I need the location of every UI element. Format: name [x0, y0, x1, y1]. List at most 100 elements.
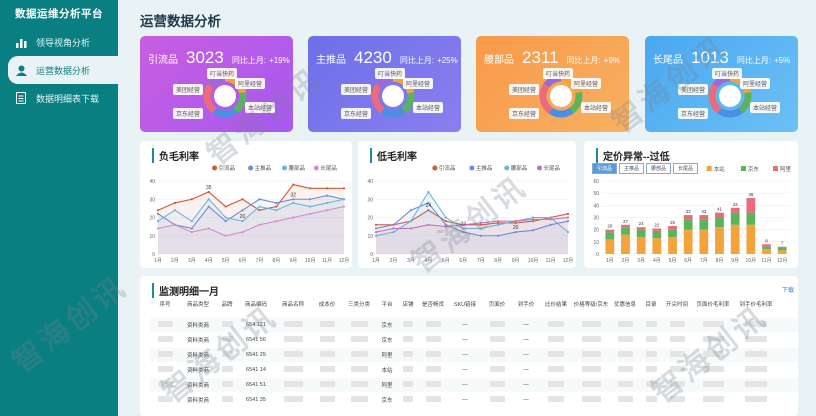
donut-label: 本站经营	[750, 102, 781, 113]
cell	[540, 381, 572, 389]
legend-marker	[469, 165, 475, 171]
cell	[692, 351, 734, 359]
cell	[274, 336, 312, 344]
cell-empty: —	[462, 382, 468, 388]
legend-marker	[706, 166, 712, 171]
redacted-cell	[403, 336, 413, 342]
redacted-cell	[669, 366, 685, 372]
cell	[540, 321, 572, 329]
table-row[interactable]: 资料类商 6541 56 京东 — —	[150, 333, 798, 347]
data-point	[241, 209, 244, 212]
sidebar-item-leader-view[interactable]: 领导视角分析	[0, 28, 118, 56]
data-point	[342, 198, 346, 201]
redacted-cell	[350, 381, 368, 387]
data-point	[497, 234, 500, 237]
sidebar-item-detail-download[interactable]: 数据明细表下载	[0, 84, 118, 112]
redacted-cell	[617, 351, 633, 357]
legend-marker	[740, 166, 746, 171]
cell-type: 资料类商	[186, 368, 209, 374]
redacted-cell	[548, 366, 564, 372]
table-row[interactable]: 资料类商 654 121 京东 — —	[150, 318, 798, 332]
cell	[692, 396, 734, 404]
data-point	[309, 187, 312, 190]
x-tick-label: 8月	[494, 258, 502, 264]
cell	[692, 336, 734, 344]
tab-waist[interactable]: 腰部品	[646, 163, 672, 174]
table-row[interactable]: 资料类商 6541 14 本站 — —	[150, 363, 798, 377]
donut-slice	[569, 91, 583, 114]
data-point	[292, 198, 295, 201]
column-header: 是否畅货	[421, 302, 444, 308]
data-point	[207, 205, 210, 208]
redacted-cell	[581, 396, 601, 402]
data-label: 20	[513, 225, 519, 231]
redacted-cell	[581, 336, 601, 342]
bar-segment	[621, 224, 630, 228]
cell	[662, 351, 692, 359]
legend-label: 阿里	[780, 165, 792, 173]
bar-segment	[777, 250, 787, 254]
bar-total-label: 7	[781, 241, 784, 246]
column-header: 到手价	[517, 302, 535, 308]
donut-label: 美团经营	[341, 84, 372, 95]
bar-segment	[652, 230, 662, 239]
table-row[interactable]: 资料类商 6541 35 京东 — —	[150, 393, 798, 407]
donut-slice	[539, 83, 553, 114]
redacted-cell	[157, 366, 173, 372]
legend-label: 引流品	[439, 164, 456, 172]
column-header: 平台	[381, 302, 393, 308]
data-point	[374, 234, 378, 237]
cell-code: 654 121	[246, 322, 266, 328]
donut-label: 叮当快药	[375, 68, 406, 79]
redacted-cell	[221, 396, 233, 402]
kpi-card-traffic[interactable]: 引流品 3023 同比上月: +19% 叮当快药 美团经营 阿里经营 本站经营 京东经营	[140, 36, 293, 132]
redacted-cell	[645, 351, 657, 357]
redacted-cell	[221, 351, 233, 357]
kpi-card-waist[interactable]: 腰部品 2311 同比上月: +9% 叮当快药 美团经营 阿里经营 本站经营 京东经营	[476, 36, 629, 132]
redacted-cell	[425, 336, 441, 342]
data-point	[325, 194, 329, 197]
data-point	[275, 205, 278, 208]
tab-longtail[interactable]: 长尾品	[673, 163, 699, 174]
kpi-card-longtail[interactable]: 长尾品 1013 同比上月: +5% 叮当快药 美团经营 阿里经营 本站经营 京东经营	[645, 36, 798, 132]
chart-title: 低毛利率	[370, 148, 417, 163]
kpi-name: 主推品	[316, 55, 346, 66]
redacted-cell	[581, 381, 601, 387]
kpi-card-main[interactable]: 主推品 4230 同比上月: +25% 叮当快药 美团经营 阿里经营 本站经营 京东经营	[308, 36, 461, 132]
tab-main[interactable]: 主推品	[619, 163, 645, 174]
sidebar-item-operation-analysis[interactable]: 运营数据分析	[8, 56, 118, 84]
data-point	[566, 216, 570, 219]
data-label: 24	[426, 203, 432, 209]
redacted-cell	[617, 381, 633, 387]
y-tick-label: 50	[593, 191, 599, 197]
data-point	[275, 209, 278, 212]
bar-segment	[746, 198, 756, 213]
redacted-cell	[745, 381, 767, 387]
y-tick-label: 10	[367, 234, 373, 240]
cell	[482, 396, 512, 404]
redacted-cell	[157, 396, 173, 402]
donut-label: 阿里经营	[740, 78, 771, 89]
redacted-cell	[350, 336, 368, 342]
cell	[662, 396, 692, 404]
x-tick-label: 12月	[777, 258, 788, 264]
column-header: 目录	[645, 302, 657, 308]
column-header: 开尖时间	[665, 302, 688, 308]
data-point	[224, 234, 227, 237]
kpi-name: 腰部品	[484, 55, 514, 66]
data-point	[325, 187, 329, 190]
table-row[interactable]: 资料类商 6541 51 阿里 — —	[150, 378, 798, 392]
redacted-cell	[403, 321, 413, 327]
cell-empty: —	[462, 322, 468, 328]
table-row[interactable]: 资料类商 6541 25 阿里 — —	[150, 348, 798, 362]
legend-marker	[282, 165, 288, 171]
redacted-cell	[581, 321, 601, 327]
tab-traffic[interactable]: 引流品	[592, 163, 618, 174]
bar-segment	[730, 207, 740, 213]
data-point	[479, 227, 482, 230]
legend-label: 本站	[714, 165, 726, 173]
bar-segment	[605, 239, 615, 254]
download-link[interactable]: 下载	[781, 288, 794, 294]
x-tick-label: 11月	[322, 258, 332, 264]
cell-empty: —	[523, 382, 529, 388]
